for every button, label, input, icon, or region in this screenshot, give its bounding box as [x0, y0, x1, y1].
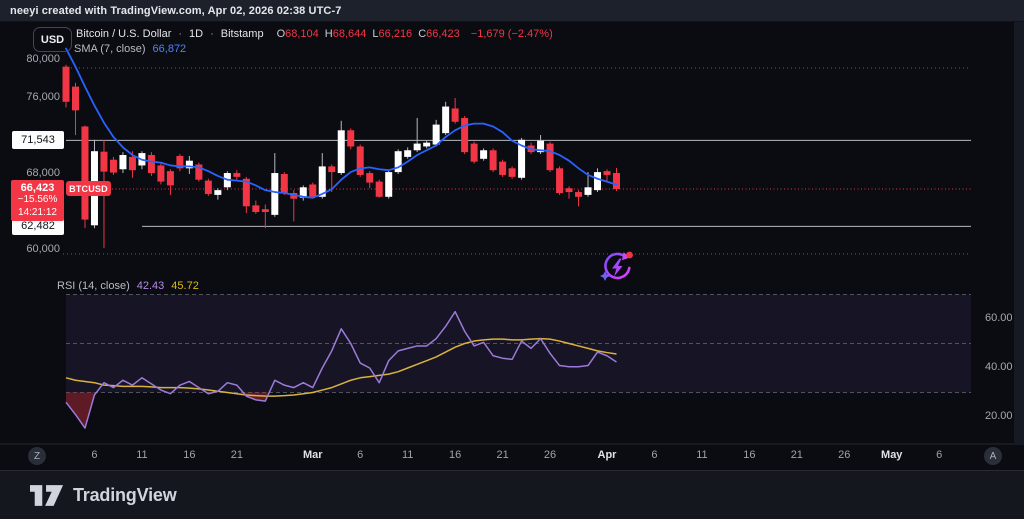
- ohlc-value: 66,216: [378, 28, 413, 40]
- time-axis-label: 26: [543, 449, 557, 461]
- sparkle-star-icon: [600, 271, 610, 281]
- last-price-box: 66,423 −15.56% 14:21:12: [11, 179, 64, 222]
- legend-separator: ·: [178, 28, 183, 40]
- rsi-legend[interactable]: RSI (14, close) 42.43 45.72: [57, 280, 199, 292]
- rsi-axis-label: 60.00: [985, 312, 1013, 324]
- ohlc-letter: L: [372, 28, 379, 40]
- ohlc-value: 68,104: [285, 28, 319, 40]
- price-line-value: 62,482: [21, 220, 55, 233]
- symbol-title: Bitcoin / U.S. Dollar: [76, 28, 172, 40]
- bar-countdown: 14:21:12: [18, 206, 57, 218]
- time-axis-month-label: May: [881, 449, 903, 461]
- price-axis-label: 76,000: [26, 91, 60, 103]
- tradingview-logo-icon: [30, 484, 64, 506]
- rsi-ma-value: 45.72: [171, 280, 199, 292]
- time-axis-label: 6: [936, 449, 943, 461]
- rsi-axis-label: 20.00: [985, 410, 1013, 422]
- price-lines-layer: [63, 67, 971, 255]
- circular-arrow-icon: [604, 252, 631, 280]
- time-axis-label: 11: [401, 449, 414, 461]
- legend-separator: ·: [210, 28, 214, 40]
- time-axis-month-label: Apr: [597, 449, 617, 461]
- time-axis-label: 26: [838, 449, 851, 461]
- rsi-value: 42.43: [136, 280, 165, 292]
- time-axis-label: 16: [449, 449, 462, 461]
- rsi-label: RSI (14, close): [57, 280, 130, 292]
- time-axis-label: 6: [651, 449, 658, 461]
- sma-value: 66,872: [152, 43, 187, 55]
- sma-label: SMA (7, close): [74, 43, 146, 55]
- time-axis-label: 11: [136, 449, 148, 461]
- ohlc-letter: H: [324, 28, 333, 40]
- time-axis-label: 6: [357, 449, 364, 461]
- price-axis-label: 60,000: [26, 243, 60, 255]
- rsi-lines: [65, 310, 617, 429]
- footer-bar: TradingView: [0, 470, 1024, 519]
- auto-scale-button[interactable]: A: [984, 447, 1002, 465]
- time-axis-label: 21: [230, 449, 243, 461]
- price-axis-label: 80,000: [26, 53, 60, 65]
- right-edge-panel: [1014, 22, 1024, 444]
- rsi-axis-label: 40.00: [985, 361, 1013, 373]
- timezone-button[interactable]: Z: [28, 447, 46, 465]
- ai-refresh-icon[interactable]: [600, 251, 633, 281]
- time-axis-label: 16: [183, 449, 196, 461]
- lightning-bolt-icon: [612, 258, 623, 277]
- symbol-price-tag: BTCUSD: [66, 181, 111, 197]
- ohlc-value: 66,423: [426, 28, 460, 40]
- currency-toggle-button[interactable]: USD: [33, 27, 72, 52]
- time-axis-label: 21: [496, 449, 509, 461]
- attribution-bar: neeyi created with TradingView.com, Apr …: [0, 0, 1024, 22]
- time-axis-label: 11: [696, 449, 708, 461]
- price-line-value: 71,543: [21, 134, 55, 147]
- attribution-text: neeyi created with TradingView.com, Apr …: [10, 4, 342, 17]
- price-line-label-upper: 71,543: [12, 131, 64, 150]
- ohlc-letter: O: [276, 28, 286, 40]
- candles-layer: [62, 64, 620, 249]
- brand-name: TradingView: [73, 484, 177, 505]
- sma-line: [65, 47, 618, 199]
- exchange-label: Bitstamp: [220, 28, 264, 40]
- ohlc-value: 68,644: [332, 28, 367, 40]
- change-value: −1,679 (−2.47%): [470, 28, 553, 40]
- symbol-legend[interactable]: Bitcoin / U.S. Dollar · 1D · Bitstamp O6…: [76, 28, 553, 40]
- price-change-percent: −15.56%: [17, 194, 58, 206]
- ohlc-values: O68,104 H68,644 L66,216 C66,423: [271, 28, 460, 40]
- ohlc-letter: C: [418, 28, 427, 40]
- notification-dot: [626, 251, 633, 259]
- time-axis-label: 21: [790, 449, 803, 461]
- price-line-label-lower: 62,482: [12, 217, 64, 236]
- last-price: 66,423: [20, 181, 55, 194]
- time-axis-month-label: Mar: [302, 449, 323, 461]
- rsi-band-layer: [66, 294, 971, 393]
- interval-label: 1D: [189, 28, 204, 40]
- price-axis-label: 68,000: [26, 167, 60, 179]
- time-axis-label: 16: [743, 449, 756, 461]
- time-axis-label: 6: [91, 449, 98, 461]
- arrow-head-icon: [622, 252, 631, 261]
- sma-legend[interactable]: SMA (7, close) 66,872: [74, 43, 186, 55]
